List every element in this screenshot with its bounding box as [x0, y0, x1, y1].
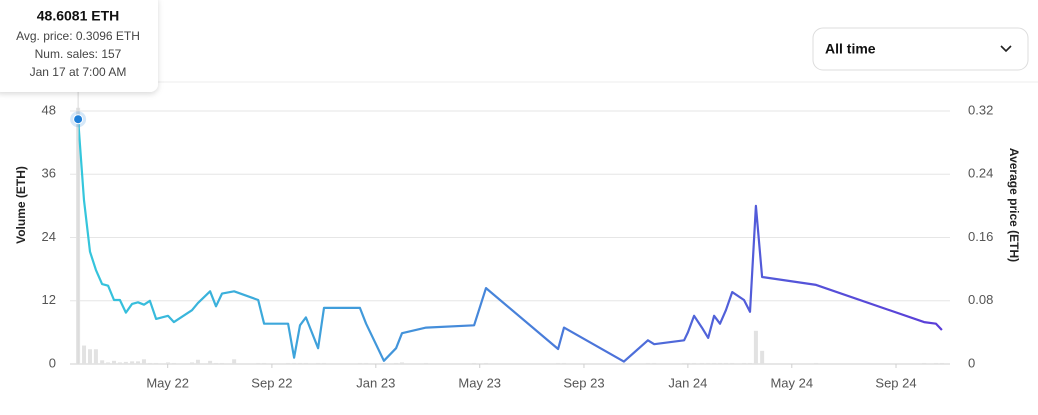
volume-bar	[219, 362, 224, 364]
volume-bar	[195, 359, 200, 364]
volume-bar	[123, 361, 128, 364]
volume-bar	[712, 362, 717, 364]
dropdown[interactable]: All time	[812, 27, 1029, 71]
volume-bar	[706, 362, 711, 364]
x-tick-label: Jan 23	[356, 375, 395, 390]
y2-tick-label: 0	[968, 355, 975, 370]
y-tick-label: 36	[42, 166, 56, 181]
volume-bar	[292, 362, 297, 364]
volume-bar	[322, 362, 327, 364]
volume-bar	[208, 360, 213, 364]
tooltip-line: Num. sales: 157	[35, 47, 122, 61]
x-tick-label: Jan 24	[668, 375, 707, 390]
volume-bar	[190, 362, 195, 364]
volume-bar	[730, 362, 735, 364]
volume-bar	[232, 359, 237, 364]
volume-bar	[747, 362, 752, 364]
volume-bar	[256, 362, 261, 364]
y-tick-label: 12	[42, 292, 56, 307]
tooltip-line: Avg. price: 0.3096 ETH	[16, 29, 140, 43]
volume-bar	[652, 362, 657, 364]
volume-bar	[82, 345, 87, 364]
x-tick-label: May 22	[146, 375, 189, 390]
x-tick-label: May 23	[458, 375, 501, 390]
volume-bar	[424, 362, 429, 364]
volume-bar	[297, 362, 302, 364]
volume-bar	[394, 362, 399, 364]
volume-bar	[556, 362, 561, 364]
volume-bar	[561, 362, 566, 364]
volume-bar	[753, 330, 758, 364]
volume-bar	[692, 362, 697, 364]
volume-bar	[141, 359, 146, 364]
volume-bar	[112, 360, 116, 364]
volume-bar	[130, 361, 135, 364]
volume-bar	[933, 362, 938, 364]
tooltip-line: Jan 17 at 7:00 AM	[30, 65, 127, 79]
x-tick-label: May 24	[770, 375, 813, 390]
x-tick-label: Sep 23	[563, 375, 604, 390]
volume-bar	[699, 362, 704, 364]
volume-bar	[939, 362, 944, 364]
tooltip-title: 48.6081 ETH	[37, 8, 120, 24]
volume-bar	[483, 362, 488, 364]
volume-bar	[100, 360, 105, 364]
volume-bar	[381, 362, 386, 364]
volume-bar	[87, 349, 92, 364]
volume-bar	[718, 362, 723, 364]
x-tick-label: Sep 24	[875, 375, 916, 390]
y-tick-label: 48	[42, 102, 56, 117]
volume-bar	[621, 362, 626, 364]
chevron[interactable]	[1000, 45, 1012, 53]
volume-bar	[136, 361, 141, 364]
volume-bar	[286, 362, 291, 364]
y2-tick-label: 0.08	[968, 292, 993, 307]
volume-bar	[723, 362, 728, 364]
y-tick-label: 24	[42, 229, 56, 244]
volume-bar	[262, 362, 267, 364]
y2-axis-label: Average price (ETH)	[1007, 148, 1021, 262]
volume-bar	[357, 362, 362, 364]
volume-bar	[303, 362, 308, 364]
volume-bar	[117, 362, 122, 364]
volume-bar	[147, 362, 152, 364]
volume-bar	[760, 350, 765, 364]
volume-bar	[165, 362, 170, 364]
volume-bar	[685, 362, 690, 364]
y-axis-label: Volume (ETH)	[14, 166, 28, 244]
volume-bar	[154, 362, 159, 364]
volume-bar	[682, 362, 687, 364]
volume-bar	[364, 362, 369, 364]
volume-bar	[742, 362, 747, 364]
volume-bar	[106, 362, 111, 364]
dropdown-label[interactable]: All time	[825, 41, 876, 57]
tooltip: 48.6081 ETH Avg. price: 0.3096 ETH Num. …	[0, 0, 158, 92]
x-tick-label: Sep 22	[251, 375, 292, 390]
price-line	[77, 119, 943, 363]
tooltip-box	[0, 0, 158, 92]
hover-point	[73, 114, 84, 125]
y-tick-label: 0	[49, 355, 56, 370]
volume-bar	[171, 362, 176, 364]
y2-tick-label: 0.24	[968, 166, 993, 181]
y2-tick-label: 0.32	[968, 102, 993, 117]
volume-bar	[645, 362, 650, 364]
volume-bar	[400, 362, 405, 364]
volume-bar	[316, 362, 321, 364]
volume-bar	[814, 362, 819, 364]
dropdown-box[interactable]	[812, 27, 1029, 71]
y2-tick-label: 0.16	[968, 229, 993, 244]
volume-bar	[472, 362, 477, 364]
volume-bar	[214, 362, 219, 364]
volume-bar	[93, 349, 98, 364]
volume-bar	[922, 362, 927, 364]
